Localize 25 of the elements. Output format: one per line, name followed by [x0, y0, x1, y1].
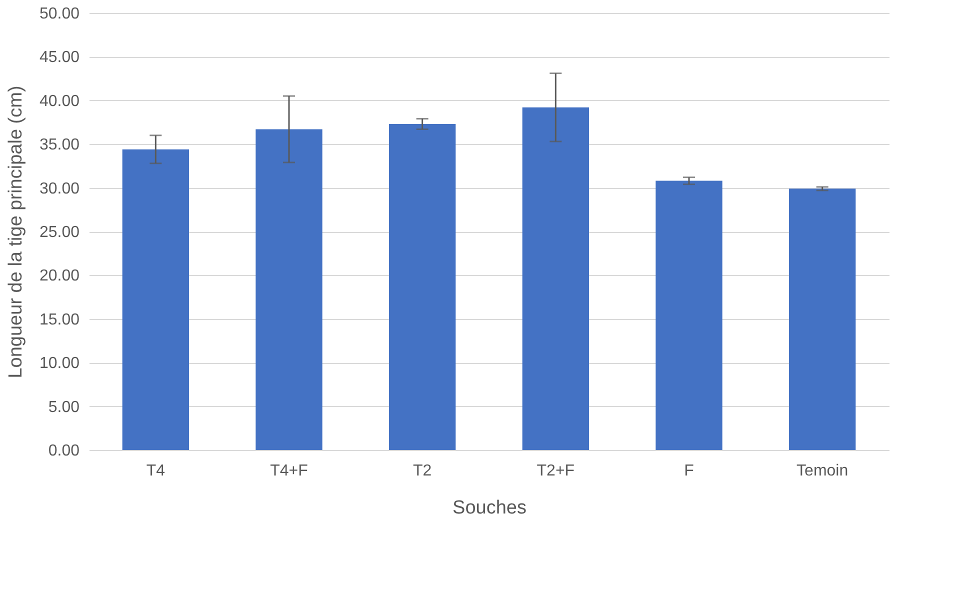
bar — [789, 188, 856, 450]
x-tick-label: F — [684, 462, 694, 480]
y-tick-label: 40.00 — [39, 92, 80, 110]
y-tick-label: 45.00 — [39, 49, 80, 66]
y-tick-label: 0.00 — [48, 442, 80, 460]
bar — [256, 129, 322, 450]
y-tick-label: 15.00 — [39, 311, 80, 328]
y-tick-label: 35.00 — [39, 136, 80, 154]
y-tick-label: 10.00 — [39, 355, 80, 372]
y-tick-label: 50.00 — [39, 6, 80, 22]
y-tick-label: 30.00 — [39, 180, 80, 198]
y-tick-label: 20.00 — [39, 268, 80, 285]
bar — [122, 149, 189, 450]
x-tick-label: Temoin — [796, 462, 848, 480]
y-tick-label: 5.00 — [48, 398, 80, 416]
bar — [522, 107, 589, 450]
y-axis-title: Longueur de la tige principale (cm) — [5, 86, 26, 378]
x-tick-label: T4 — [146, 462, 166, 480]
x-tick-label: T2 — [412, 462, 432, 480]
bar — [389, 124, 456, 450]
x-tick-label: T2+F — [536, 462, 575, 480]
x-tick-label: T4+F — [270, 462, 308, 480]
bar — [656, 180, 722, 450]
x-axis-title: Souches — [452, 498, 526, 518]
y-tick-label: 25.00 — [39, 224, 80, 241]
